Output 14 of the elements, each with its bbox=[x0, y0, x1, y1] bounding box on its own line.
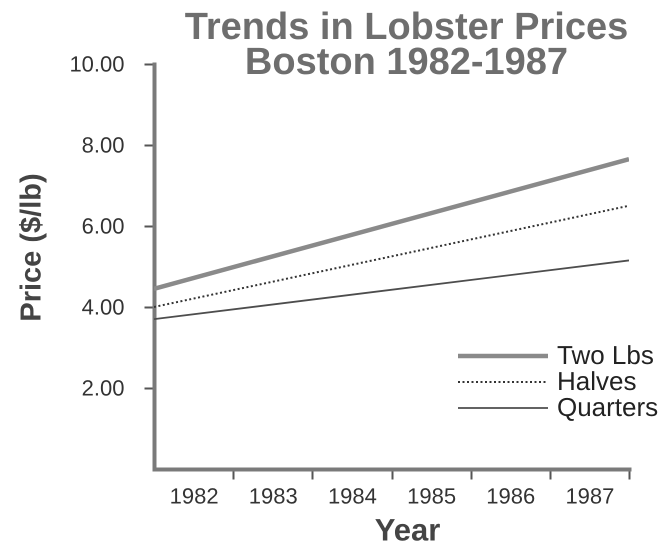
y-tick-label: 2.00 bbox=[82, 376, 124, 400]
y-tick-label: 10.00 bbox=[69, 52, 124, 76]
y-axis-title: Price ($/lb) bbox=[16, 173, 48, 322]
x-tick-label: 1983 bbox=[248, 484, 298, 508]
chart-title: Trends in Lobster Prices Boston 1982-1987 bbox=[184, 6, 628, 83]
y-tick-label: 4.00 bbox=[82, 294, 124, 320]
x-tick-label: 1985 bbox=[407, 484, 456, 508]
x-tick-label: 1984 bbox=[328, 484, 377, 508]
x-tick-label: 1982 bbox=[170, 484, 219, 508]
x-axis-title: Year bbox=[374, 512, 440, 548]
x-tick-label: 1987 bbox=[565, 484, 614, 508]
y-tick-label: 6.00 bbox=[82, 214, 124, 238]
y-tick-label: 8.00 bbox=[82, 132, 124, 158]
x-tick-label: 1986 bbox=[486, 484, 536, 508]
